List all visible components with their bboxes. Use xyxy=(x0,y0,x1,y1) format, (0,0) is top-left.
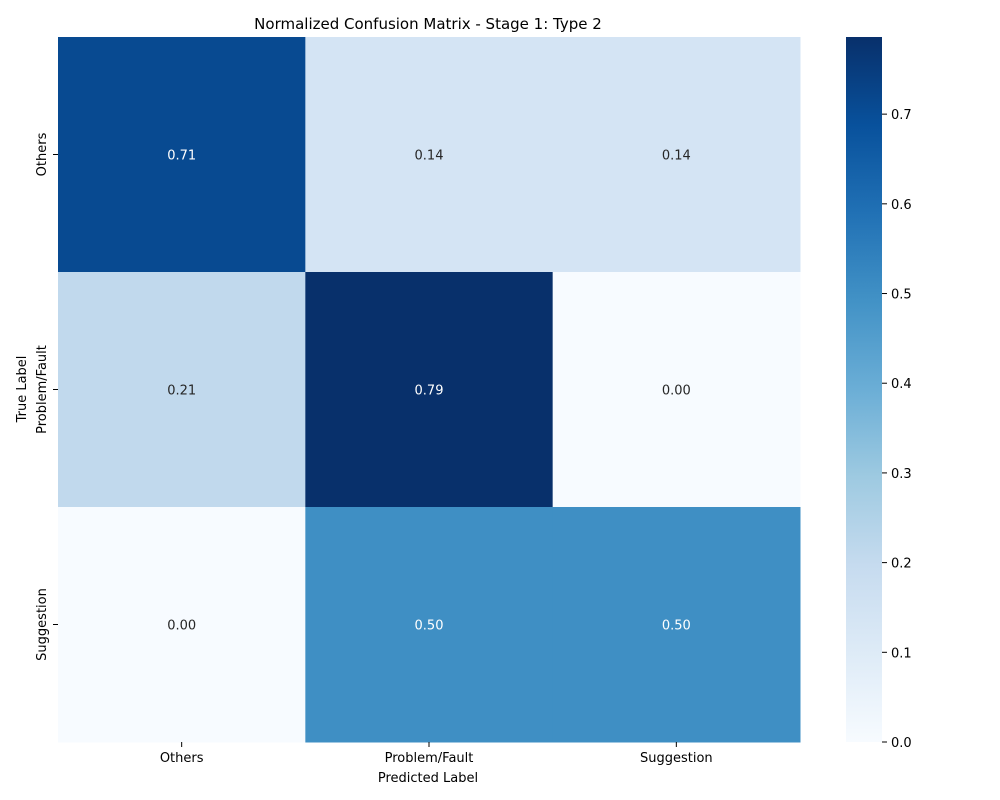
heatmap-cell-label: 0.14 xyxy=(415,149,444,164)
colorbar-tick-label: 0.7 xyxy=(891,108,912,123)
colorbar-tick-label: 0.5 xyxy=(891,288,912,303)
heatmap-cell-label: 0.21 xyxy=(167,384,196,399)
chart-title: Normalized Confusion Matrix - Stage 1: T… xyxy=(254,15,602,33)
colorbar-tick-label: 0.4 xyxy=(891,377,912,392)
colorbar-ticks: 0.0 0.1 0.2 0.3 0.4 0.5 0.6 0.7 xyxy=(882,108,912,751)
heatmap-cell xyxy=(305,272,554,508)
y-tick-label: Others xyxy=(35,132,50,176)
heatmap-cell xyxy=(58,507,306,743)
heatmap-cell-label: 0.00 xyxy=(662,384,691,399)
colorbar-tick-label: 0.0 xyxy=(891,736,912,751)
colorbar-tick-label: 0.6 xyxy=(891,198,912,213)
x-axis: Others Problem/Fault Suggestion xyxy=(160,742,713,766)
heatmap-cell xyxy=(552,37,801,273)
heatmap-cell xyxy=(305,37,554,273)
heatmap-cell xyxy=(58,272,306,508)
x-tick-label: Others xyxy=(160,751,204,766)
x-tick-label: Problem/Fault xyxy=(385,751,474,766)
heatmap-cell-label: 0.00 xyxy=(167,619,196,634)
y-tick-label: Problem/Fault xyxy=(35,345,50,434)
heatmap-cell-label: 0.14 xyxy=(662,149,691,164)
colorbar-tick-label: 0.1 xyxy=(891,646,912,661)
heatmap-cell-label: 0.79 xyxy=(415,384,444,399)
colorbar-tick-label: 0.3 xyxy=(891,467,912,482)
y-axis-label: True Label xyxy=(15,356,30,424)
colorbar-tick-label: 0.2 xyxy=(891,557,912,572)
heatmap-cell-label: 0.71 xyxy=(167,149,196,164)
x-tick-label: Suggestion xyxy=(640,751,713,766)
colorbar xyxy=(846,37,882,742)
heatmap-cells xyxy=(58,37,801,743)
heatmap-cell-labels: 0.71 0.14 0.14 0.21 0.79 0.00 0.00 0.50 0.50 xyxy=(167,149,691,634)
y-tick-label: Suggestion xyxy=(35,588,50,661)
heatmap-cell xyxy=(552,272,801,508)
heatmap-cell-label: 0.50 xyxy=(662,619,691,634)
heatmap-cell-label: 0.50 xyxy=(415,619,444,634)
heatmap-cell xyxy=(552,507,801,743)
heatmap-cell xyxy=(58,37,306,273)
heatmap-cell xyxy=(305,507,554,743)
x-axis-label: Predicted Label xyxy=(378,771,478,786)
y-axis: Others Problem/Fault Suggestion xyxy=(35,132,58,661)
